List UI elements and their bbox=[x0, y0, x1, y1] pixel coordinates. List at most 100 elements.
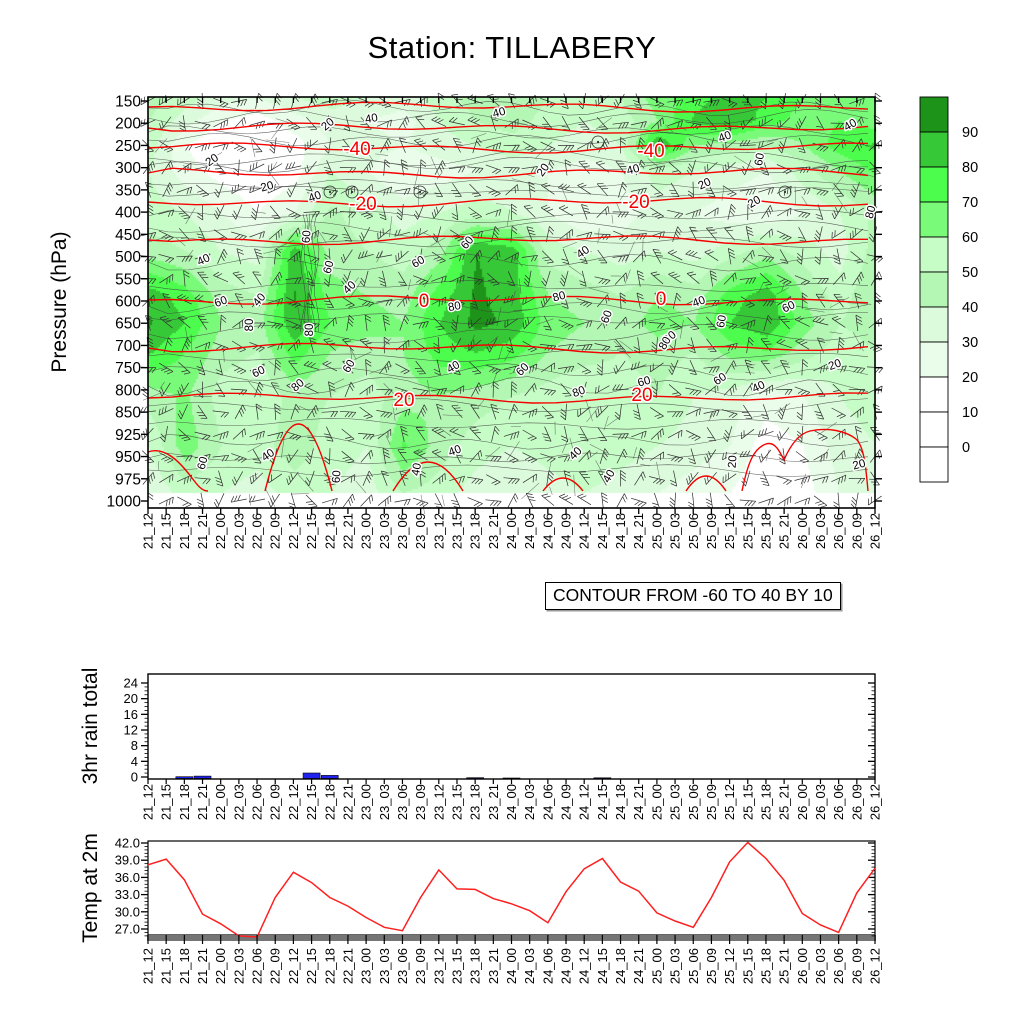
time-tick-label: 21_15 bbox=[159, 948, 174, 984]
time-tick-label: 21_18 bbox=[177, 784, 192, 820]
time-tick-label: 24_12 bbox=[577, 513, 592, 549]
time-tick-label: 22_06 bbox=[250, 513, 265, 549]
station-circle-marker bbox=[778, 185, 792, 199]
time-tick-label: 22_12 bbox=[286, 784, 301, 820]
time-tick-label: 24_00 bbox=[504, 948, 519, 984]
time-tick-label: 26_09 bbox=[849, 784, 864, 820]
time-tick-label: 21_15 bbox=[159, 513, 174, 549]
humidity-colorbar: 90 80 70 60 50 40 30 20 10 0 bbox=[919, 96, 978, 483]
time-tick-label: 24_00 bbox=[504, 513, 519, 549]
time-tick-label: 26_00 bbox=[795, 784, 810, 820]
humidity-contour-label: 60 bbox=[330, 470, 343, 484]
time-tick-label: 21_21 bbox=[195, 784, 210, 820]
colorbar-tick-label: 90 bbox=[962, 125, 978, 141]
time-tick-label: 24_12 bbox=[577, 784, 592, 820]
time-tick-label: 26_09 bbox=[849, 513, 864, 549]
humidity-contour-label: 60 bbox=[753, 152, 767, 167]
humidity-contour-label: 20 bbox=[319, 116, 337, 133]
temp-line bbox=[147, 841, 876, 938]
time-tick-label: 25_03 bbox=[668, 784, 683, 820]
time-tick-label: 24_03 bbox=[522, 513, 537, 549]
time-tick-label: 23_21 bbox=[486, 513, 501, 549]
time-tick-label: 22_15 bbox=[304, 513, 319, 549]
time-tick-label: 24_18 bbox=[613, 948, 628, 984]
temp-tick-label: 42.0 bbox=[115, 836, 140, 851]
humidity-contour-label: 80 bbox=[244, 319, 256, 332]
temperature-contour-label: -20 bbox=[349, 194, 376, 215]
time-tick-label: 26_06 bbox=[831, 784, 846, 820]
time-tick-label: 23_03 bbox=[377, 948, 392, 984]
humidity-contour-label: 40 bbox=[625, 163, 640, 178]
humidity-contour-label: 80 bbox=[551, 290, 566, 305]
colorbar-tick-label: 20 bbox=[962, 370, 978, 386]
pressure-axis-title: Pressure (hPa) bbox=[48, 231, 71, 372]
humidity-contour-label: 20 bbox=[535, 162, 552, 179]
humidity-contour-label: 20 bbox=[827, 357, 843, 373]
time-tick-label: 26_12 bbox=[868, 784, 883, 820]
colorbar-tick-label: 60 bbox=[962, 230, 978, 246]
time-tick-label: 26_12 bbox=[868, 948, 883, 984]
time-tick-label: 21_12 bbox=[141, 784, 156, 820]
time-tick-label: 26_09 bbox=[849, 948, 864, 984]
station-circle-marker bbox=[345, 185, 359, 199]
time-tick-label: 24_15 bbox=[595, 513, 610, 549]
axes: 1502002503003504004505005506006507007508… bbox=[48, 94, 883, 550]
time-tick-label: 26_06 bbox=[831, 948, 846, 984]
time-tick-label: 25_18 bbox=[758, 784, 773, 820]
time-tick-label: 26_03 bbox=[813, 948, 828, 984]
colorbar-tick-label: 70 bbox=[962, 195, 978, 211]
time-tick-label: 24_06 bbox=[540, 784, 555, 820]
temperature-contour-label: 0 bbox=[419, 291, 430, 312]
pressure-tick-label: 925 bbox=[115, 427, 141, 444]
humidity-contour-label: 80 bbox=[447, 300, 462, 314]
time-tick-label: 22_18 bbox=[322, 513, 337, 549]
time-tick-label: 26_03 bbox=[813, 784, 828, 820]
time-tick-label: 26_03 bbox=[813, 513, 828, 549]
time-tick-label: 24_03 bbox=[522, 784, 537, 820]
humidity-contour-label: 80 bbox=[304, 324, 316, 337]
pressure-tick-label: 950 bbox=[115, 449, 141, 466]
time-tick-label: 25_18 bbox=[758, 513, 773, 549]
time-tick-label: 25_12 bbox=[722, 513, 737, 549]
rain-tick-label: 16 bbox=[124, 707, 138, 722]
time-tick-label: 22_21 bbox=[340, 513, 355, 549]
rain-axis-title: 3hr rain total bbox=[79, 668, 102, 785]
time-tick-label: 22_03 bbox=[231, 948, 246, 984]
humidity-contour-label: 40 bbox=[567, 445, 585, 463]
time-tick-label: 24_06 bbox=[540, 948, 555, 984]
pressure-tick-label: 650 bbox=[115, 316, 141, 333]
colorbar-tick-label: 10 bbox=[962, 405, 978, 421]
rain-bar bbox=[175, 776, 194, 779]
time-tick-label: 25_09 bbox=[704, 784, 719, 820]
humidity-contour-label: 60 bbox=[300, 230, 313, 244]
temperature-contour-label: 20 bbox=[631, 385, 652, 406]
time-tick-label: 25_06 bbox=[686, 948, 701, 984]
humidity-contour-label: 60 bbox=[322, 259, 337, 274]
time-tick-label: 22_00 bbox=[213, 948, 228, 984]
humidity-contour-label: 40 bbox=[491, 106, 506, 121]
humidity-contour-label: 60 bbox=[341, 358, 358, 375]
pressure-tick-label: 500 bbox=[115, 249, 141, 266]
temperature-contour-label: -40 bbox=[343, 139, 370, 160]
time-tick-label: 24_15 bbox=[595, 784, 610, 820]
time-tick-label: 26_12 bbox=[868, 513, 883, 549]
time-tick-label: 22_15 bbox=[304, 948, 319, 984]
time-tick-label: 24_03 bbox=[522, 948, 537, 984]
temperature-contour-label: 0 bbox=[656, 289, 667, 310]
pressure-tick-label: 750 bbox=[115, 360, 141, 377]
time-tick-label: 21_18 bbox=[177, 948, 192, 984]
time-tick-label: 23_03 bbox=[377, 784, 392, 820]
time-tick-label: 21_12 bbox=[141, 513, 156, 549]
time-tick-label: 22_03 bbox=[231, 784, 246, 820]
contour-caption: CONTOUR FROM -60 TO 40 BY 10 bbox=[545, 582, 841, 610]
pressure-tick-label: 975 bbox=[115, 471, 141, 488]
time-tick-label: 25_00 bbox=[649, 948, 664, 984]
pressure-tick-label: 550 bbox=[115, 271, 141, 288]
humidity-contour-label: 40 bbox=[575, 244, 592, 261]
humidity-contour-label: 60 bbox=[715, 314, 729, 329]
rain-tick-label: 12 bbox=[124, 723, 138, 738]
time-tick-label: 25_15 bbox=[740, 784, 755, 820]
rain-tick-label: 24 bbox=[124, 676, 138, 691]
